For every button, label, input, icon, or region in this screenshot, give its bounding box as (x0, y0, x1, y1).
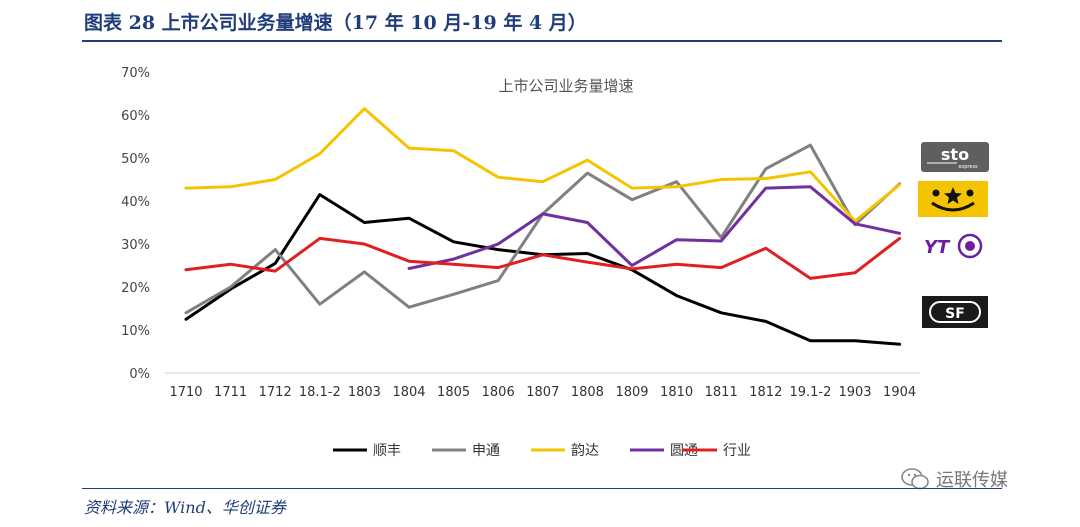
chart-legend: 顺丰申通韵达圆通行业 (333, 443, 751, 459)
figure-source: 资料来源：Wind、华创证券 (84, 498, 286, 517)
y-axis-ticks: 0% 10% 20% 30% 40% 50% 60% 70% (121, 66, 150, 382)
legend-label: 韵达 (571, 443, 599, 459)
x-tick-label: 1807 (526, 385, 559, 400)
sto-logo-text: sto (941, 145, 969, 164)
x-tick-label: 1812 (749, 385, 782, 400)
x-tick-label: 1711 (214, 385, 247, 400)
x-tick-label: 1811 (705, 385, 738, 400)
title-divider (82, 40, 1002, 42)
watermark-text: 运联传媒 (936, 470, 1008, 491)
y-tick-label: 40% (121, 195, 150, 210)
x-tick-label: 1810 (660, 385, 693, 400)
x-tick-label: 1809 (615, 385, 648, 400)
x-tick-label: 1903 (838, 385, 871, 400)
x-tick-label: 1712 (259, 385, 292, 400)
x-tick-label: 1710 (169, 385, 202, 400)
y-tick-label: 30% (121, 238, 150, 253)
x-tick-label: 1804 (392, 385, 425, 400)
sto-logo-subtext: express (958, 164, 978, 170)
series-line-2 (184, 107, 902, 223)
legend-label: 行业 (723, 443, 751, 459)
y-tick-label: 60% (121, 109, 150, 124)
sf-logo: SF (922, 296, 988, 328)
smiley-star-icon (931, 187, 975, 212)
yunda-logo (918, 181, 988, 217)
x-tick-label: 1806 (482, 385, 515, 400)
y-tick-label: 0% (129, 367, 150, 382)
y-tick-label: 70% (121, 66, 150, 81)
x-tick-label: 1904 (883, 385, 916, 400)
x-tick-label: 1805 (437, 385, 470, 400)
x-tick-label: 19.1-2 (789, 385, 831, 400)
y-tick-label: 20% (121, 281, 150, 296)
y-tick-label: 10% (121, 324, 150, 339)
sf-logo-text: SF (945, 306, 965, 322)
legend-label: 申通 (472, 443, 500, 459)
x-axis-ticks: 1710 1711 1712 18.1-2 1803 1804 1805 1806 1807 18… (169, 385, 916, 400)
sto-logo: sto express (921, 142, 989, 172)
x-tick-label: 1803 (348, 385, 381, 400)
figure-title: 图表 28 上市公司业务量增速（17 年 10 月-19 年 4 月） (84, 12, 587, 34)
series-line-3 (407, 185, 902, 270)
y-tick-label: 50% (121, 152, 150, 167)
chart-series (184, 107, 902, 346)
series-line-4 (184, 236, 902, 280)
x-tick-label: 18.1-2 (299, 385, 341, 400)
yto-logo-text: YT (924, 237, 951, 258)
legend-label: 顺丰 (373, 443, 401, 459)
x-tick-label: 1808 (571, 385, 604, 400)
yto-logo: YT (924, 233, 983, 259)
source-divider (82, 488, 1002, 489)
chart-title: 上市公司业务量增速 (498, 77, 633, 95)
